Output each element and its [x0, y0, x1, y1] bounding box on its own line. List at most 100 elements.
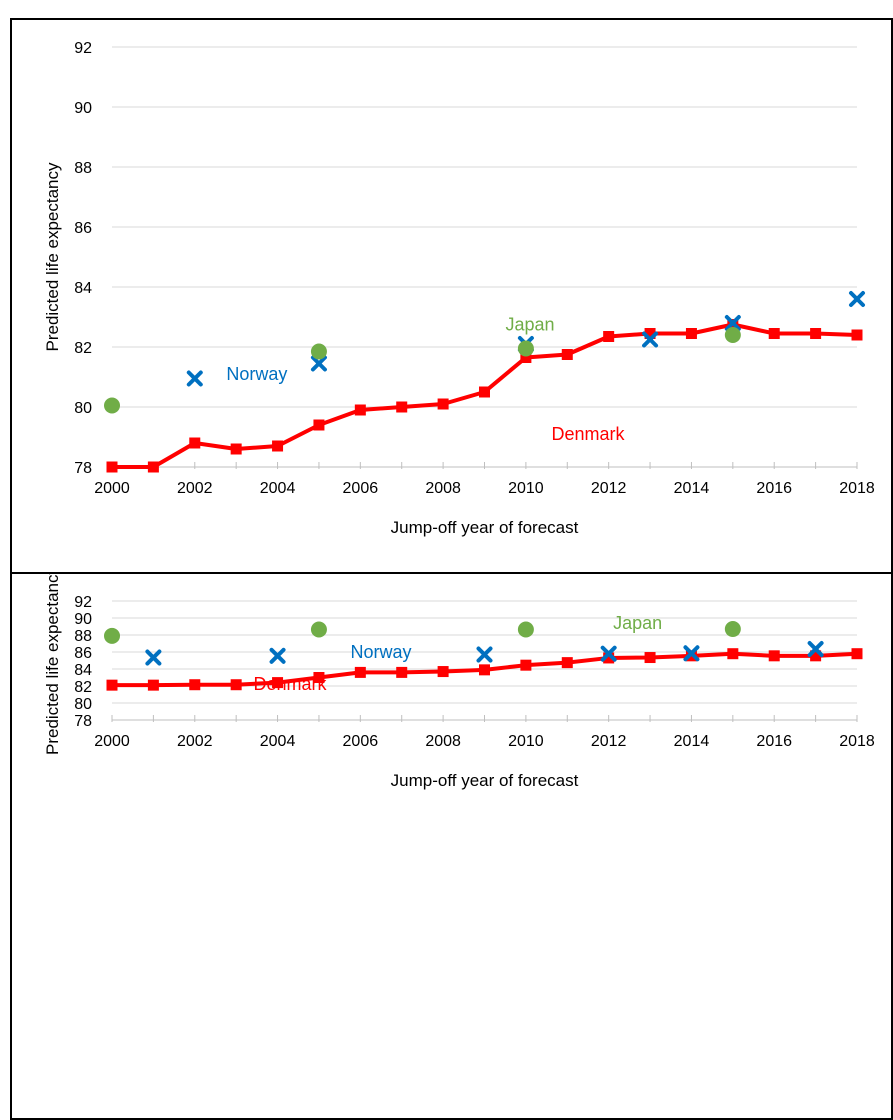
y-tick-label: 92 [74, 40, 92, 57]
norway-marker [807, 641, 824, 658]
x-tick-label: 2002 [177, 480, 213, 497]
denmark-marker [354, 666, 366, 678]
denmark-marker [396, 401, 408, 413]
japan-marker [104, 627, 120, 644]
norway-marker-stroke [600, 645, 617, 662]
denmark-marker [189, 679, 201, 691]
denmark-marker [106, 679, 118, 691]
y-tick-label: 90 [74, 100, 92, 117]
x-axis-title: Jump-off year of forecast [391, 771, 579, 790]
x-tick-label: 2012 [591, 480, 627, 497]
norway-marker-stroke [269, 647, 286, 664]
denmark-marker [230, 443, 242, 455]
norway-annotation: Norway [226, 364, 287, 384]
x-tick-label: 2004 [260, 733, 296, 750]
y-tick-label: 92 [74, 594, 92, 611]
denmark-annotation: Denmark [551, 424, 625, 444]
x-tick-label: 2016 [756, 480, 792, 497]
y-axis-title: Predicted life expectancy [43, 162, 62, 351]
x-tick-label: 2008 [425, 480, 461, 497]
norway-marker [683, 645, 700, 662]
denmark-marker [810, 650, 822, 662]
japan-marker [310, 343, 327, 360]
japan-marker [724, 621, 741, 638]
denmark-marker [147, 679, 159, 691]
denmark-marker [851, 329, 863, 341]
norway-marker-stroke [642, 331, 659, 348]
denmark-marker [189, 437, 201, 449]
denmark-marker [230, 679, 242, 691]
norway-marker [849, 291, 865, 307]
norway-marker-stroke [724, 315, 741, 331]
norway-marker [186, 370, 203, 387]
denmark-marker [644, 652, 656, 664]
x-tick-label: 2008 [425, 733, 461, 750]
denmark-marker [644, 328, 656, 339]
denmark-marker [272, 677, 284, 689]
japan-marker [310, 621, 327, 638]
denmark-marker [727, 648, 739, 660]
x-axis-title: Jump-off year of forecast [391, 518, 579, 537]
denmark-marker [147, 461, 159, 473]
japan-annotation: Japan [506, 315, 555, 335]
denmark-marker [437, 666, 449, 678]
x-tick-label: 2004 [260, 480, 296, 497]
y-tick-label: 78 [74, 460, 92, 477]
y-tick-label: 80 [74, 696, 92, 713]
denmark-marker [354, 404, 366, 416]
norway-marker [642, 331, 659, 348]
y-tick-label: 80 [74, 400, 92, 417]
denmark-marker [272, 440, 284, 452]
norway-marker [600, 645, 617, 662]
denmark-marker [520, 352, 532, 363]
denmark-marker [768, 328, 780, 339]
denmark-annotation: Denmark [253, 674, 327, 694]
x-tick-label: 2006 [343, 480, 379, 497]
y-tick-label: 86 [74, 645, 92, 662]
denmark-marker [810, 328, 822, 339]
chart-top: 78 80 82 84 86 88 90 92 2000 2002 2004 2006 2008 2010… [43, 40, 875, 537]
chart-panel-top: 78 80 82 84 86 88 90 92 2000 2002 2004 2006 2008 2010… [10, 18, 893, 574]
denmark-marker [479, 386, 490, 398]
x-tick-label: 2016 [756, 733, 792, 750]
denmark-marker [396, 666, 408, 678]
x-tick-label: 2010 [508, 480, 544, 497]
y-axis-title: Predicted life expectancy [43, 574, 62, 755]
denmark-marker [561, 657, 573, 669]
japan-marker [517, 340, 534, 357]
norway-marker [145, 649, 162, 666]
denmark-marker [685, 328, 697, 339]
y-tick-label: 90 [74, 611, 92, 628]
denmark-marker [106, 461, 118, 473]
y-tick-label: 88 [74, 160, 92, 177]
denmark-marker [313, 419, 325, 431]
chart-panel-bottom: 78 80 82 84 86 88 90 92 2000 2002 2004 2006 2008 2010… [10, 572, 893, 1120]
norway-marker-stroke [807, 641, 824, 658]
denmark-marker [603, 331, 615, 342]
japan-marker [104, 397, 120, 414]
norway-marker-stroke [476, 646, 493, 663]
norway-marker-stroke [186, 370, 203, 387]
x-tick-label: 2000 [94, 733, 130, 750]
x-tick-label: 2018 [839, 733, 875, 750]
denmark-marker [313, 672, 325, 683]
denmark-marker [520, 659, 532, 671]
x-tick-label: 2006 [343, 733, 379, 750]
x-tick-label: 2002 [177, 733, 213, 750]
y-tick-label: 78 [74, 713, 92, 730]
x-tick-label: 2010 [508, 733, 544, 750]
y-tick-label: 86 [74, 220, 92, 237]
x-tick-label: 2018 [839, 480, 875, 497]
denmark-marker [603, 652, 615, 664]
denmark-marker [851, 648, 863, 660]
y-tick-label: 84 [74, 662, 92, 679]
norway-marker [269, 647, 286, 664]
x-tick-label: 2000 [94, 480, 130, 497]
x-tick-label: 2012 [591, 733, 627, 750]
denmark-marker [479, 664, 490, 676]
norway-marker [476, 646, 493, 663]
norway-annotation: Norway [351, 642, 412, 662]
norway-marker-stroke [849, 291, 865, 307]
denmark-marker [768, 650, 780, 662]
